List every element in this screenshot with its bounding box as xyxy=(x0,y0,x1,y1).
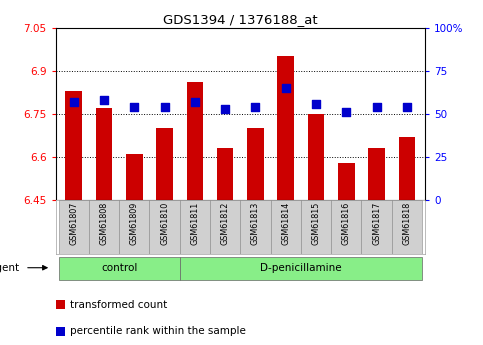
Bar xyxy=(96,108,113,200)
Bar xyxy=(338,163,355,200)
Point xyxy=(70,99,78,105)
Point xyxy=(312,101,320,106)
Bar xyxy=(180,200,210,254)
Bar xyxy=(56,327,65,336)
Text: GSM61810: GSM61810 xyxy=(160,202,169,245)
Point xyxy=(100,97,108,103)
Text: GSM61809: GSM61809 xyxy=(130,202,139,245)
Point xyxy=(130,104,138,110)
Bar xyxy=(277,56,294,200)
Text: GSM61808: GSM61808 xyxy=(99,202,109,245)
Point xyxy=(221,106,229,111)
Bar xyxy=(149,200,180,254)
Text: GSM61814: GSM61814 xyxy=(281,202,290,245)
Title: GDS1394 / 1376188_at: GDS1394 / 1376188_at xyxy=(163,13,318,27)
Bar xyxy=(89,200,119,254)
Text: GSM61807: GSM61807 xyxy=(69,202,78,245)
Text: control: control xyxy=(101,263,137,273)
Text: GSM61813: GSM61813 xyxy=(251,202,260,245)
Bar xyxy=(247,128,264,200)
Point xyxy=(191,99,199,105)
Text: GSM61815: GSM61815 xyxy=(312,202,321,245)
Bar xyxy=(308,114,325,200)
Bar xyxy=(180,257,422,280)
Text: percentile rank within the sample: percentile rank within the sample xyxy=(71,326,246,336)
Bar xyxy=(331,200,361,254)
Text: transformed count: transformed count xyxy=(71,300,168,310)
Text: D-penicillamine: D-penicillamine xyxy=(260,263,341,273)
Bar xyxy=(210,200,241,254)
Bar xyxy=(58,200,89,254)
Point xyxy=(403,104,411,110)
Bar xyxy=(270,200,301,254)
Bar xyxy=(368,148,385,200)
Bar xyxy=(156,128,173,200)
Text: GSM61811: GSM61811 xyxy=(190,202,199,245)
Point xyxy=(373,104,381,110)
Bar xyxy=(301,200,331,254)
Bar xyxy=(56,300,65,309)
Bar xyxy=(58,257,180,280)
Bar xyxy=(119,200,149,254)
Bar xyxy=(126,154,142,200)
Text: agent: agent xyxy=(0,263,19,273)
Bar xyxy=(186,82,203,200)
Text: GSM61812: GSM61812 xyxy=(221,202,229,245)
Bar xyxy=(65,91,82,200)
Text: GSM61818: GSM61818 xyxy=(402,202,412,245)
Text: GSM61817: GSM61817 xyxy=(372,202,381,245)
Bar xyxy=(398,137,415,200)
Point xyxy=(342,109,350,115)
Point xyxy=(282,85,290,91)
Bar xyxy=(392,200,422,254)
Bar xyxy=(217,148,233,200)
Point xyxy=(161,104,169,110)
Point xyxy=(252,104,259,110)
Bar xyxy=(241,200,270,254)
Text: GSM61816: GSM61816 xyxy=(342,202,351,245)
Bar xyxy=(361,200,392,254)
